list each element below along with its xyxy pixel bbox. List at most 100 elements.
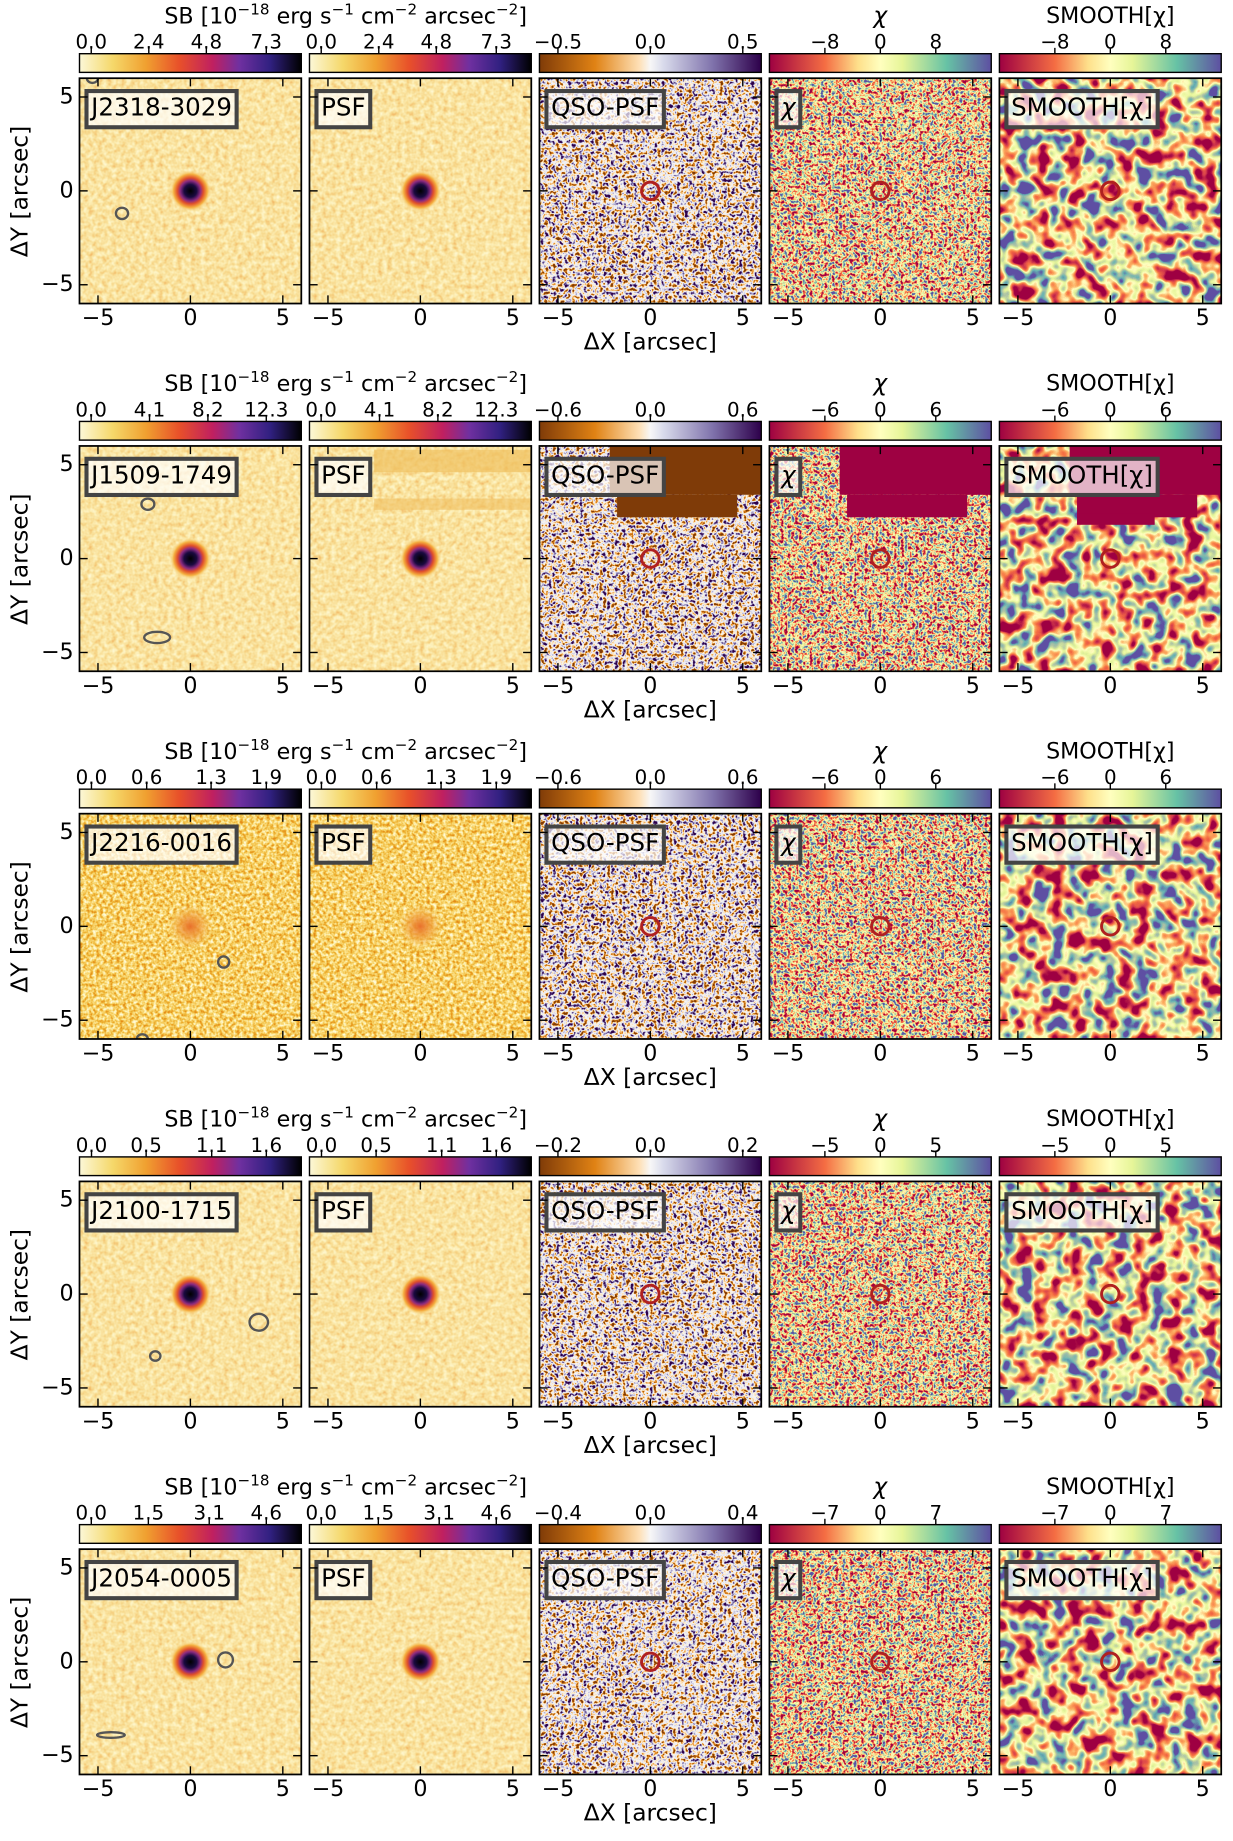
image-noise — [769, 813, 992, 1039]
superscript: −2 — [496, 0, 518, 18]
colorbar-title: SMOOTH[χ] — [1046, 1106, 1174, 1132]
colorbar-tick-label: 3.1 — [193, 1502, 225, 1525]
superscript: −18 — [238, 368, 270, 386]
colorbar-tick-label: 4.8 — [421, 31, 453, 54]
x-tick-label: 5 — [736, 673, 750, 699]
panel-label: QSO-PSF — [551, 93, 659, 122]
title-part: cm — [354, 1474, 395, 1500]
x-tick-label: 0 — [183, 1776, 197, 1802]
colorbar-tick-label: 0.0 — [75, 31, 107, 54]
panel-label: SMOOTH[χ] — [1011, 1564, 1153, 1593]
panel — [769, 78, 992, 304]
panel-label: SMOOTH[χ] — [1011, 828, 1153, 857]
center-marker — [640, 548, 661, 569]
center-marker — [870, 1283, 891, 1305]
title-part: ] — [518, 371, 527, 397]
colorbar — [768, 1523, 992, 1545]
center-marker — [1100, 1651, 1121, 1673]
title-part: SB [10 — [164, 1474, 237, 1500]
colorbar-tick-label: 0.0 — [635, 766, 667, 789]
colorbar — [768, 1156, 992, 1177]
y-tick-label: −5 — [41, 1007, 74, 1033]
x-tick-label: 0 — [873, 1776, 887, 1802]
x-tick-label: 5 — [506, 673, 520, 699]
title-part: arcsec — [417, 1474, 496, 1500]
colorbar-tick-label: 0.0 — [306, 766, 338, 789]
x-tick-label: 0 — [1103, 1408, 1117, 1434]
x-tick-label: 0 — [183, 305, 197, 331]
panel-label: J2054-0005 — [89, 1564, 232, 1593]
colorbar-tick-label: 7 — [1159, 1502, 1172, 1525]
y-tick-label: 0 — [60, 1648, 74, 1674]
colorbar-tick-label: 7.3 — [251, 31, 283, 54]
saturated-region — [1077, 513, 1155, 525]
colorbar — [308, 420, 532, 441]
x-tick-label: −5 — [312, 1776, 345, 1802]
label-box — [314, 1559, 373, 1601]
colorbar-tick-label: 0.0 — [635, 31, 667, 54]
colorbar-tick-label: −6 — [810, 766, 839, 789]
x-tick-label: 5 — [966, 1041, 980, 1067]
colorbar-tick-label: 0 — [874, 766, 887, 789]
label-box — [774, 1559, 803, 1601]
colorbar-tick-label: 0.4 — [727, 1502, 759, 1525]
panel — [769, 1181, 992, 1407]
colorbar-tick-label: −6 — [1040, 766, 1069, 789]
x-tick-label: −5 — [542, 1041, 575, 1067]
colorbar — [768, 788, 992, 809]
colorbar-tick-label: 12.3 — [244, 398, 288, 421]
label-box — [774, 456, 803, 498]
title-part: erg s — [270, 1106, 332, 1132]
center-marker — [870, 916, 891, 937]
colorbar — [78, 788, 303, 809]
source-ellipse — [216, 955, 231, 969]
title-part: ] — [518, 738, 527, 764]
superscript: −1 — [332, 1471, 354, 1489]
colorbar-tick-label: 0.5 — [360, 1134, 392, 1157]
label-box — [1004, 456, 1160, 498]
colorbar — [998, 1156, 1222, 1177]
x-tick-label: 5 — [1196, 1041, 1210, 1067]
x-tick-label: 5 — [966, 1776, 980, 1802]
superscript: −2 — [496, 1471, 518, 1489]
colorbar-tick-label: 0.6 — [361, 766, 393, 789]
colorbar-tick-label: −0.5 — [534, 31, 582, 54]
x-tick-label: 5 — [736, 305, 750, 331]
colorbar — [538, 1156, 762, 1177]
center-marker — [870, 1651, 891, 1673]
center-marker — [640, 1651, 661, 1673]
image-noise — [769, 78, 992, 304]
label-box — [544, 1192, 666, 1233]
colorbar-tick-label: 8 — [1159, 31, 1172, 54]
source-ellipse — [248, 1312, 270, 1332]
label-box — [84, 89, 239, 130]
x-tick-label: 5 — [506, 1041, 520, 1067]
y-tick-label: 5 — [60, 451, 74, 477]
colorbar — [538, 1523, 762, 1545]
x-tick-label: −5 — [1002, 1776, 1035, 1802]
title-part: SB [10 — [164, 371, 237, 397]
center-marker — [1100, 916, 1121, 937]
panel-label: QSO-PSF — [551, 828, 659, 857]
colorbar-tick-label: 0.0 — [75, 398, 107, 421]
x-tick-label: 0 — [1103, 673, 1117, 699]
title-part: arcsec — [417, 3, 496, 29]
label-box — [1004, 89, 1160, 130]
colorbar — [768, 53, 992, 74]
x-axis-label: ΔX [arcsec] — [584, 1799, 717, 1827]
x-tick-label: −5 — [542, 305, 575, 331]
x-tick-label: −5 — [82, 673, 115, 699]
x-tick-label: −5 — [312, 1408, 345, 1434]
colorbar-title: SMOOTH[χ] — [1046, 738, 1174, 764]
title-part: ] — [518, 1474, 527, 1500]
center-marker — [640, 916, 661, 937]
x-tick-label: −5 — [772, 1041, 805, 1067]
superscript: −18 — [238, 736, 270, 754]
panel-label: χ — [779, 828, 797, 857]
colorbar-tick-label: 0.5 — [130, 1134, 162, 1157]
colorbar-tick-label: 0.0 — [305, 398, 337, 421]
colorbar-title: SB [10−18 erg s−1 cm−2 arcsec−2] — [164, 368, 527, 397]
colorbar — [78, 53, 303, 74]
x-tick-label: −5 — [312, 1041, 345, 1067]
